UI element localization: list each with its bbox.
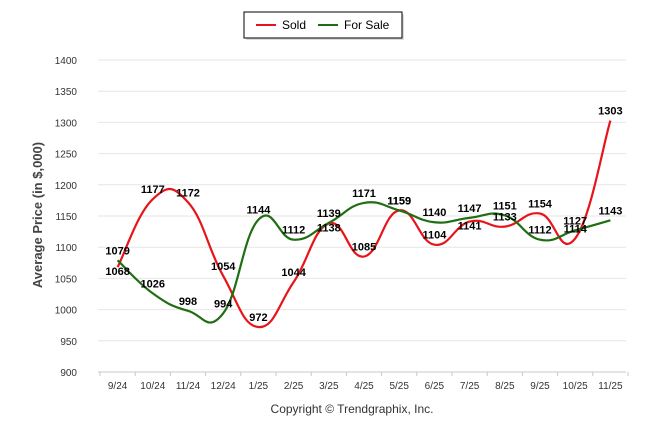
y-tick-label: 1000 bbox=[55, 306, 78, 317]
data-label-for-sale: 994 bbox=[214, 298, 233, 310]
x-tick-label: 2/25 bbox=[284, 381, 304, 392]
data-label-for-sale: 1112 bbox=[528, 225, 551, 237]
series-line-for-sale bbox=[116, 201, 611, 324]
data-label-for-sale: 1079 bbox=[105, 245, 129, 257]
data-labels-layer: 1068 1177 1172 1054 972 1044 1138 1085 1159 1104 1… bbox=[105, 106, 622, 325]
legend-item-sold[interactable]: Sold bbox=[256, 18, 306, 32]
data-label-for-sale: 998 bbox=[179, 296, 197, 308]
y-tick-label: 1050 bbox=[55, 274, 78, 285]
y-tick-label: 900 bbox=[60, 368, 77, 379]
data-label-sold: 972 bbox=[249, 312, 267, 324]
x-tick-label: 9/24 bbox=[108, 381, 128, 392]
y-tick-label: 1150 bbox=[55, 212, 77, 223]
data-label-sold: 1054 bbox=[211, 261, 236, 273]
legend-label-for-sale: For Sale bbox=[344, 18, 390, 32]
y-tick-label: 1400 bbox=[55, 56, 78, 67]
data-label-sold: 1114 bbox=[564, 223, 588, 235]
copyright-text: Copyright © Trendgraphix, Inc. bbox=[271, 402, 434, 416]
series-layer bbox=[116, 120, 612, 329]
data-label-for-sale: 1143 bbox=[598, 205, 622, 217]
y-tick-label: 1100 bbox=[55, 243, 77, 254]
x-tick-label: 12/24 bbox=[211, 381, 236, 392]
x-tick-label: 5/25 bbox=[389, 381, 409, 392]
data-label-sold: 1138 bbox=[317, 222, 341, 234]
legend[interactable]: Sold For Sale bbox=[243, 11, 404, 40]
x-tick-label: 1/25 bbox=[249, 381, 269, 392]
x-tick-label: 11/25 bbox=[598, 381, 623, 392]
data-label-sold: 1141 bbox=[458, 221, 482, 233]
y-axis-label: Average Price (in $,000) bbox=[30, 142, 45, 288]
data-label-sold: 1159 bbox=[387, 195, 411, 207]
data-label-sold: 1172 bbox=[176, 187, 200, 199]
y-tick-label: 1350 bbox=[55, 87, 78, 98]
data-label-sold: 1085 bbox=[352, 242, 376, 254]
data-label-sold: 1044 bbox=[281, 267, 306, 279]
series-line-sold bbox=[116, 120, 612, 329]
data-label-sold: 1177 bbox=[141, 184, 165, 196]
data-label-for-sale: 1112 bbox=[282, 225, 305, 237]
data-label-sold: 1303 bbox=[598, 106, 622, 118]
data-label-sold: 1104 bbox=[422, 230, 447, 242]
data-label-for-sale: 1147 bbox=[458, 203, 482, 215]
data-label-for-sale: 1140 bbox=[422, 207, 446, 219]
x-tick-label: 10/24 bbox=[140, 381, 165, 392]
y-axis: 900 950 1000 1050 1100 1150 1200 1250 1300 1350 14… bbox=[55, 56, 78, 379]
grid-layer bbox=[98, 59, 626, 373]
data-label-for-sale: 1127 bbox=[563, 215, 587, 227]
y-tick-label: 950 bbox=[60, 337, 77, 348]
data-label-sold: 1133 bbox=[493, 212, 517, 224]
y-tick-label: 1300 bbox=[55, 118, 78, 129]
data-label-sold: 1068 bbox=[105, 266, 129, 278]
data-label-for-sale: 1151 bbox=[493, 200, 517, 212]
data-label-sold: 1154 bbox=[528, 199, 553, 211]
data-label-for-sale: 1144 bbox=[246, 205, 271, 217]
y-tick-label: 1200 bbox=[55, 181, 78, 192]
x-tick-label: 6/25 bbox=[425, 381, 445, 392]
x-tick-label: 8/25 bbox=[495, 381, 515, 392]
x-tick-label: 11/24 bbox=[176, 381, 201, 392]
x-tick-label: 10/25 bbox=[563, 381, 588, 392]
x-tick-label: 3/25 bbox=[319, 381, 339, 392]
legend-label-sold: Sold bbox=[282, 18, 306, 32]
y-tick-label: 1250 bbox=[55, 150, 78, 161]
x-tick-label: 9/25 bbox=[530, 381, 550, 392]
data-label-for-sale: 1026 bbox=[141, 278, 165, 290]
x-axis: 9/24 10/24 11/24 12/24 1/25 2/25 3/25 4/25 5/25 6… bbox=[98, 371, 629, 392]
x-tick-label: 4/25 bbox=[354, 381, 374, 392]
x-tick-label: 7/25 bbox=[460, 381, 480, 392]
data-label-for-sale: 1171 bbox=[352, 188, 376, 200]
data-label-for-sale: 1139 bbox=[317, 208, 341, 220]
legend-item-for-sale[interactable]: For Sale bbox=[318, 18, 390, 32]
data-label-for-sale: 1159 bbox=[387, 195, 411, 207]
